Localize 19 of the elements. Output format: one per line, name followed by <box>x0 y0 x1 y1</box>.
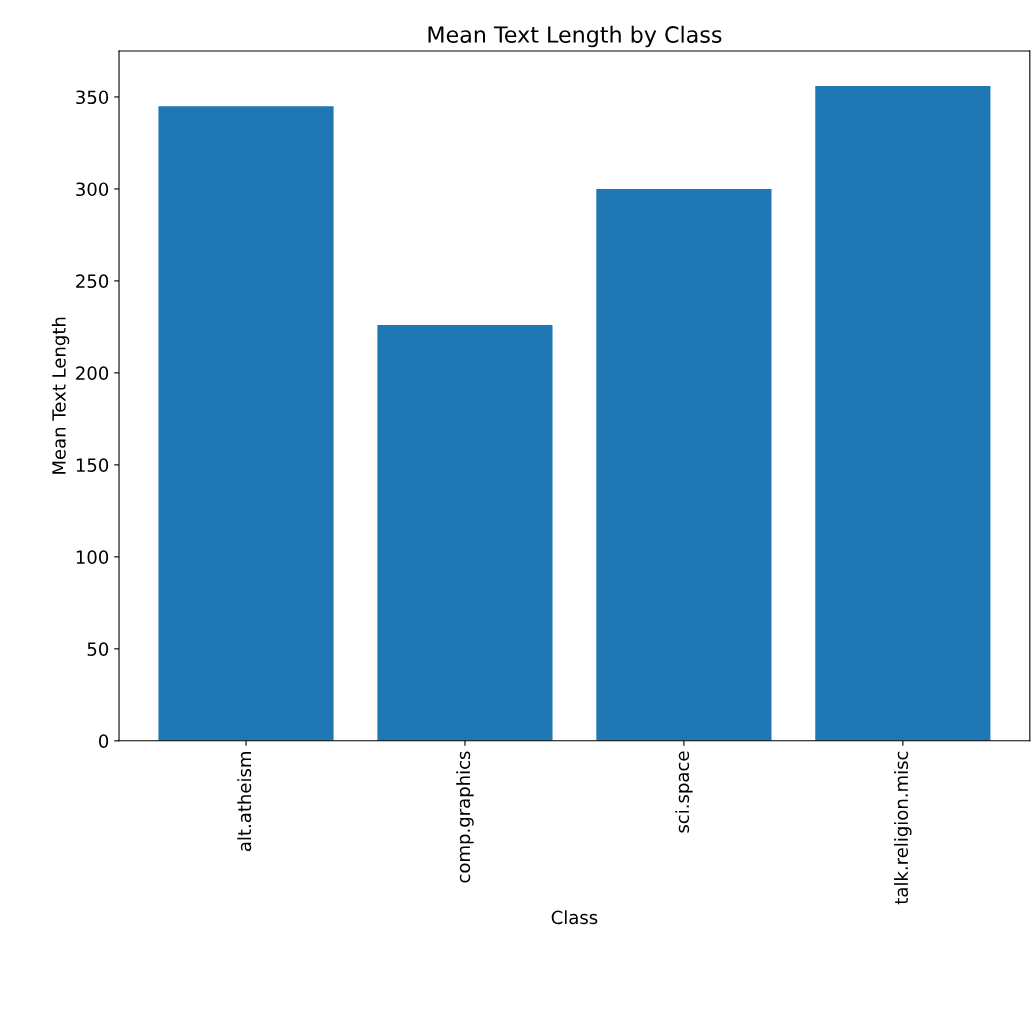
bar <box>377 325 553 741</box>
y-tick-label: 250 <box>76 274 109 289</box>
y-tick-label: 100 <box>76 550 109 564</box>
x-tick-label: comp.graphics <box>456 751 474 883</box>
y-tick-label: 0 <box>99 734 109 748</box>
x-tick-label: alt.atheism <box>237 752 252 852</box>
bar <box>158 106 334 741</box>
y-tick-label: 50 <box>87 642 109 656</box>
y-tick-label: 200 <box>76 366 109 380</box>
y-tick-label: 300 <box>76 182 109 197</box>
bar <box>815 85 991 741</box>
x-tick-label: talk.religion.misc <box>894 751 912 905</box>
y-axis-title: Mean Text Length <box>51 317 70 474</box>
x-axis-title: Class <box>551 910 598 925</box>
y-tick-label: 150 <box>76 458 109 472</box>
chart-title: Mean Text Length by Class <box>428 25 722 48</box>
y-tick-label: 350 <box>76 90 109 105</box>
bar <box>596 188 772 741</box>
x-tick-label: sci.space <box>675 751 693 833</box>
